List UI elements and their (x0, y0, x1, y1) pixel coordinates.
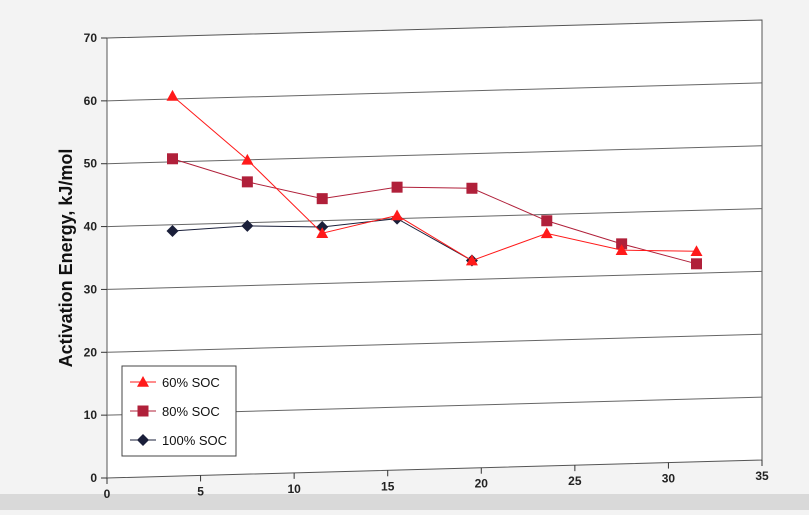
data-point (691, 258, 702, 270)
gridlines (106, 82, 763, 416)
x-tick-label: 30 (662, 472, 676, 486)
series-line (172, 158, 697, 265)
data-point (615, 244, 628, 255)
data-point (241, 219, 254, 232)
data-point (167, 153, 178, 165)
legend-label: 60% SOC (162, 375, 220, 390)
x-tick-label: 20 (475, 477, 489, 491)
x-tick-label: 15 (381, 479, 395, 493)
y-tick-label: 50 (84, 157, 98, 171)
x-tick-label: 0 (104, 487, 111, 501)
legend-label: 80% SOC (162, 404, 220, 419)
gridline-y (106, 208, 763, 228)
legend-item: 60% SOC (130, 375, 220, 390)
gridline-y (106, 333, 763, 353)
axes: 0 10 20 30 40 50 60 70 0 5 10 15 20 25 30 35 (84, 31, 769, 501)
data-point (540, 227, 553, 239)
data-point (391, 181, 403, 193)
gridline-y (106, 270, 763, 290)
y-tick-label: 0 (90, 471, 97, 485)
legend-item: 100% SOC (130, 433, 227, 448)
x-tick-label: 10 (287, 482, 301, 496)
x-tick-label: 25 (568, 474, 582, 488)
x-tick-label: 35 (755, 469, 769, 483)
bottom-band (0, 494, 809, 510)
legend: 60% SOC 80% SOC 100% SOC (121, 365, 237, 457)
data-point (391, 209, 404, 221)
y-tick-label: 60 (84, 94, 98, 108)
data-point (690, 245, 703, 257)
data-point (166, 89, 179, 101)
data-point (316, 227, 329, 239)
y-tick-label: 30 (84, 282, 98, 296)
data-point (466, 182, 478, 194)
legend-item: 80% SOC (130, 404, 220, 419)
series-80-soc (167, 153, 702, 270)
data-point (241, 176, 253, 188)
series-line (172, 95, 697, 262)
data-point (241, 153, 254, 165)
series-60-soc (166, 89, 703, 266)
data-point (137, 376, 149, 387)
data-point (137, 434, 149, 446)
gridline-y (106, 82, 763, 102)
y-tick-label: 70 (84, 31, 98, 45)
y-tick-label: 20 (84, 345, 98, 359)
y-tick-label: 40 (84, 220, 98, 234)
data-point (137, 405, 149, 417)
x-tick-label: 5 (197, 484, 204, 498)
data-point (316, 193, 328, 205)
data-point (616, 238, 628, 250)
y-tick-label: 10 (84, 408, 98, 422)
data-point (541, 215, 553, 227)
legend-label: 100% SOC (162, 433, 227, 448)
y-axis-title: Activation Energy, kJ/mol (56, 149, 76, 368)
data-point (166, 225, 179, 238)
series-layer (166, 89, 703, 270)
gridline-y (106, 145, 763, 165)
data-point (465, 254, 478, 266)
